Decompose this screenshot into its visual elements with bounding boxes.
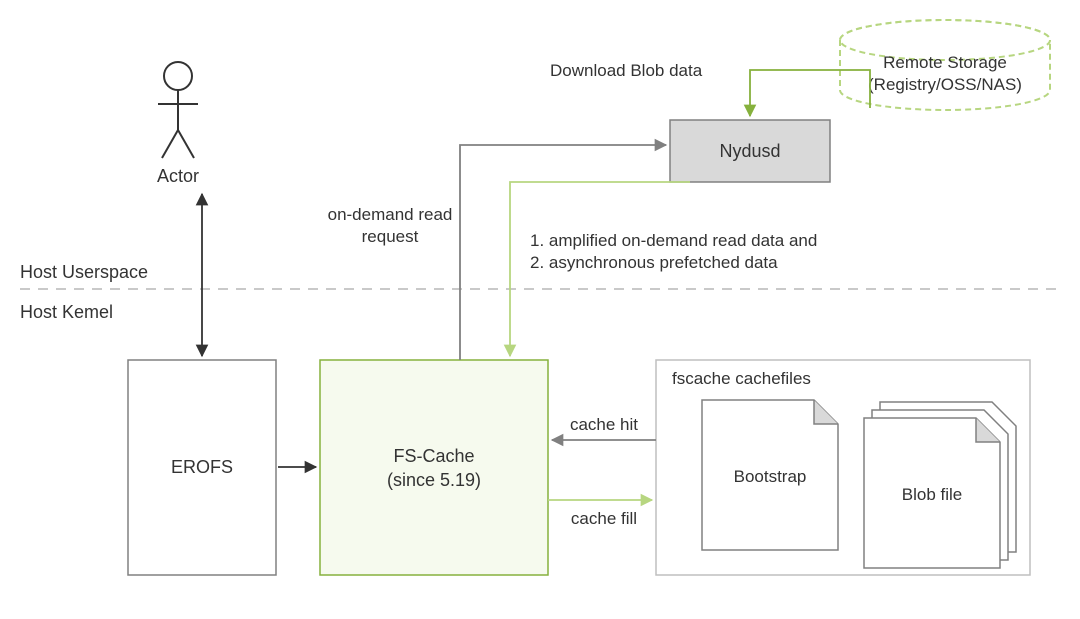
remote-storage-node: Remote Storage (Registry/OSS/NAS) <box>840 20 1050 110</box>
cachefiles-label: fscache cachefiles <box>672 369 811 388</box>
fscache-label1: FS-Cache <box>393 446 474 466</box>
erofs-label: EROFS <box>171 457 233 477</box>
edge-amplified-label2: 2. asynchronous prefetched data <box>530 253 778 272</box>
fscache-label2: (since 5.19) <box>387 470 481 490</box>
edge-cache-hit-label: cache hit <box>570 415 638 434</box>
label-host-userspace: Host Userspace <box>20 262 148 282</box>
edge-read-request-label2: request <box>362 227 419 246</box>
edge-cache-fill-label: cache fill <box>571 509 637 528</box>
actor-icon <box>158 62 198 158</box>
fscache-node <box>320 360 548 575</box>
remote-storage-label1: Remote Storage <box>883 53 1007 72</box>
bootstrap-label: Bootstrap <box>734 467 807 486</box>
edge-download-label: Download Blob data <box>550 61 703 80</box>
actor-label: Actor <box>157 166 199 186</box>
label-host-kernel: Host Kemel <box>20 302 113 322</box>
nydusd-label: Nydusd <box>719 141 780 161</box>
remote-storage-label2: (Registry/OSS/NAS) <box>868 75 1022 94</box>
blobfile-label: Blob file <box>902 485 962 504</box>
edge-read-request-label1: on-demand read <box>328 205 453 224</box>
edge-amplified-label1: 1. amplified on-demand read data and <box>530 231 817 250</box>
blobfile-icon: Blob file <box>864 402 1016 568</box>
bootstrap-file-icon: Bootstrap <box>702 400 838 550</box>
